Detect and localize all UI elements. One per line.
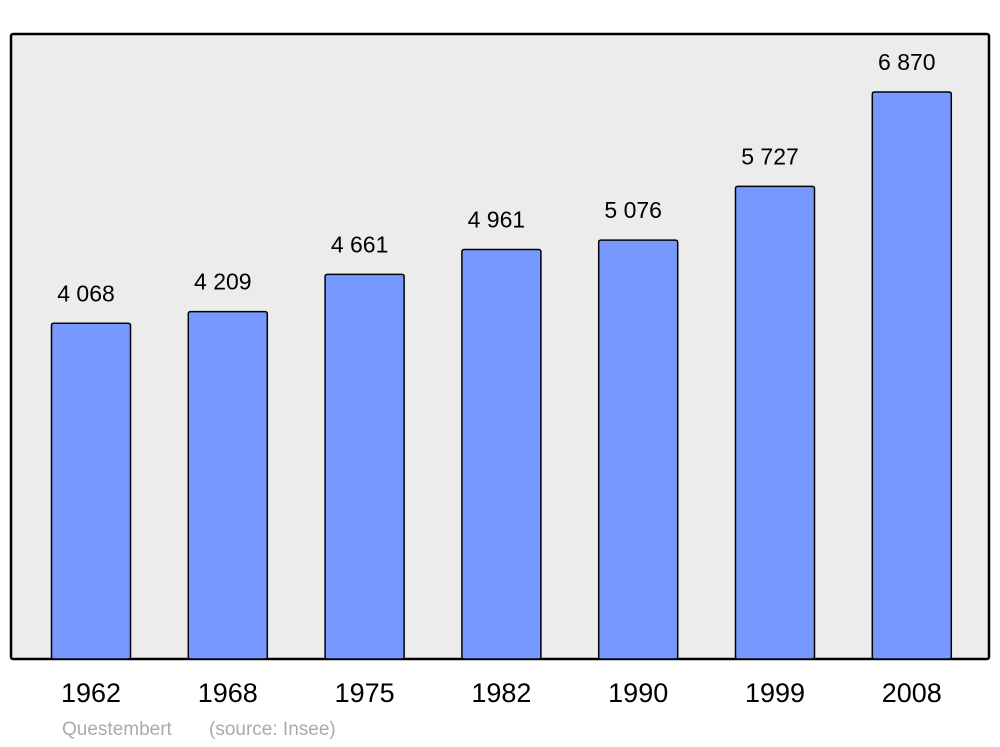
x-tick-label: 1999: [745, 678, 805, 708]
x-tick-label: 1962: [61, 678, 121, 708]
x-tick-label: 1975: [335, 678, 395, 708]
value-label: 5 076: [604, 197, 662, 223]
bar: [187, 310, 269, 660]
x-tick-label: 1968: [198, 678, 258, 708]
value-label: 6 870: [878, 49, 936, 75]
value-label: 4 661: [331, 231, 389, 257]
value-label: 4 961: [468, 207, 526, 233]
bar: [871, 91, 953, 660]
bar: [461, 248, 542, 660]
bar: [597, 239, 679, 660]
x-tick-label: 1982: [471, 678, 531, 708]
bar: [50, 322, 132, 660]
x-tick-label: 2008: [882, 678, 942, 708]
bar: [734, 185, 816, 660]
source-note: (source: Insee): [209, 719, 336, 740]
value-label: 5 727: [741, 143, 799, 169]
value-label: 4 068: [57, 280, 115, 306]
value-label: 4 209: [194, 269, 252, 295]
bar: [324, 273, 405, 660]
chart-title: Questembert: [62, 719, 173, 740]
x-tick-label: 1990: [608, 678, 668, 708]
